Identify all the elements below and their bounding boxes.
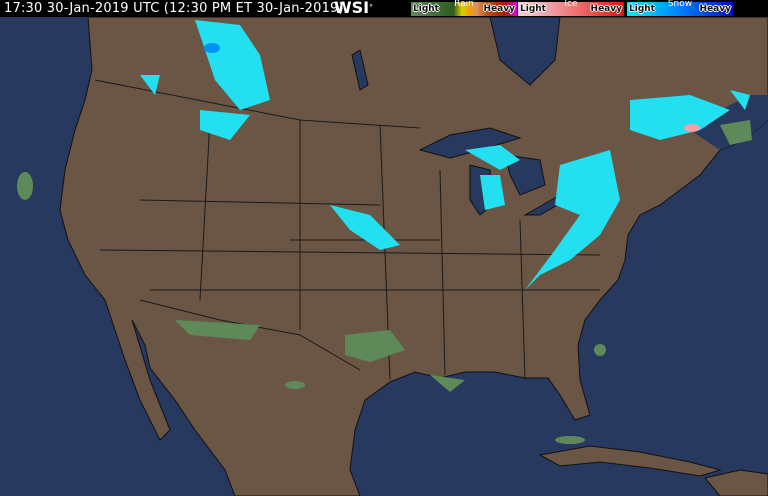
legend-snow-gradient — [627, 2, 733, 16]
header-bar: 17:30 30-Jan-2019 UTC (12:30 PM ET 30-Ja… — [0, 0, 768, 17]
lake-huron — [504, 154, 546, 196]
precipitation-snow — [140, 20, 750, 290]
legend-ice-light: Light — [520, 4, 546, 14]
borders — [94, 79, 601, 381]
legend-ice-heavy: Heavy — [590, 4, 622, 14]
lake-winnipeg — [351, 49, 369, 91]
north-america-landmass — [59, 16, 768, 496]
logo-text: WSI — [334, 0, 370, 17]
precipitation-snow-moderate — [204, 43, 220, 53]
timestamp: 17:30 30-Jan-2019 UTC (12:30 PM ET 30-Ja… — [4, 1, 344, 16]
precipitation-rain — [17, 120, 752, 444]
precipitation-ice — [684, 124, 700, 132]
legend-snow-light: Light — [629, 4, 655, 14]
legend-rain: Light Rain Heavy — [411, 0, 517, 16]
logo-mark: ° — [369, 3, 374, 12]
cuba — [538, 445, 722, 477]
legend-rain-name: Rain — [454, 0, 474, 9]
legend-rain-gradient — [411, 2, 517, 16]
lake-superior — [418, 127, 522, 159]
legend-ice-gradient — [518, 2, 624, 16]
legend-snow: Light Snow Heavy — [627, 0, 733, 16]
legend-rain-light: Light — [413, 4, 439, 14]
legend-ice-name: Ice — [564, 0, 578, 9]
wsi-logo: WSI° — [334, 0, 373, 17]
legend-ice: Light Ice Heavy — [518, 0, 624, 16]
legend-rain-heavy: Heavy — [483, 4, 515, 14]
legend-snow-name: Snow — [667, 0, 693, 9]
legend-snow-heavy: Heavy — [699, 4, 731, 14]
hudson-bay — [489, 16, 561, 86]
hispaniola — [704, 469, 768, 496]
